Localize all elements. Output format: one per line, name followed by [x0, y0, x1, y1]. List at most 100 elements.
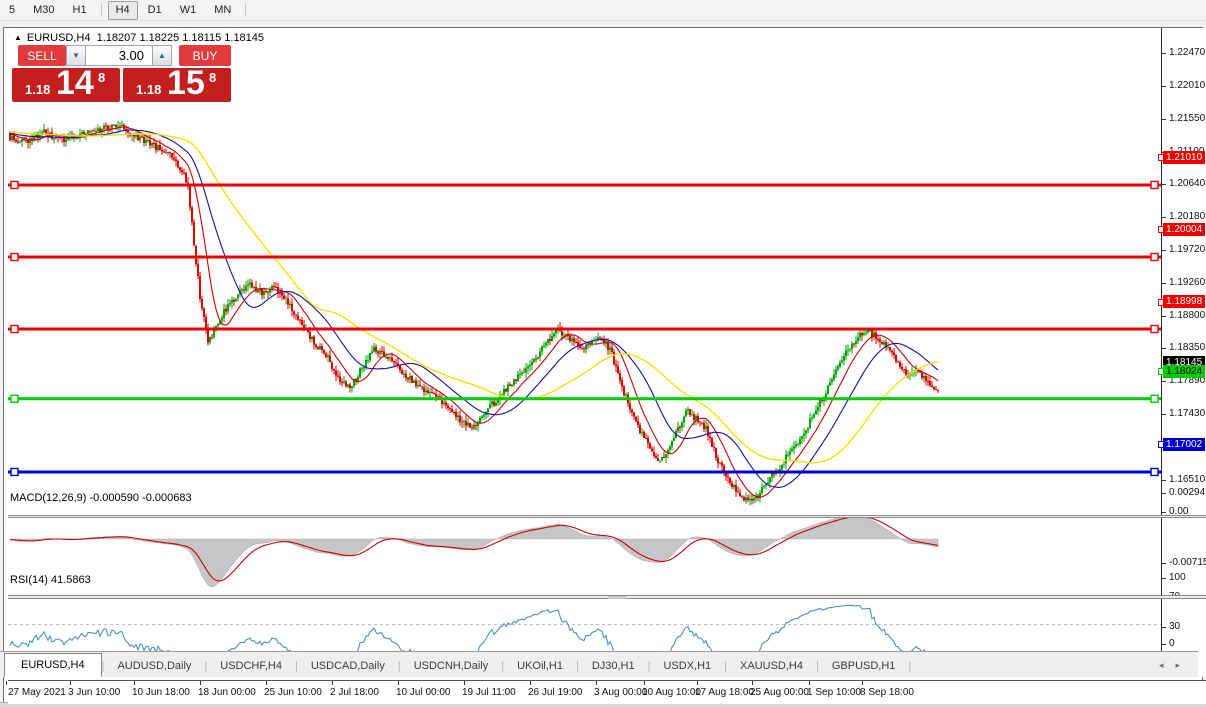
time-axis-label: 8 Sep 18:00	[860, 687, 914, 698]
sell-button[interactable]: SELL	[18, 45, 66, 66]
timeframe-button-mn[interactable]: MN	[214, 3, 232, 16]
time-axis-label: 10 Aug 10:00	[642, 687, 701, 698]
price-axis-tick-label: 1.21550	[1169, 113, 1206, 125]
time-axis-label: 18 Jun 00:00	[198, 687, 256, 698]
buy-price-pip-digit: 8	[209, 70, 217, 85]
rsi-axis-tick	[1162, 627, 1166, 628]
volume-increase-button[interactable]: ▲	[152, 45, 172, 66]
price-axis-tick	[1162, 119, 1166, 121]
volume-input[interactable]	[86, 45, 152, 66]
price-chart-canvas[interactable]	[8, 57, 1161, 515]
time-axis-label: 10 Jun 18:00	[132, 687, 190, 698]
time-axis-label: 26 Jul 19:00	[528, 687, 583, 698]
macd-axis-tick	[1162, 512, 1166, 513]
hline-price-label: 1.21010	[1163, 150, 1206, 164]
price-axis-tick	[1162, 283, 1166, 285]
timeframe-button-h1[interactable]: H1	[72, 3, 87, 16]
time-axis-label: 25 Jun 10:00	[264, 687, 322, 698]
price-axis-tick	[1162, 217, 1166, 219]
time-axis-tick	[6, 681, 7, 685]
tab-divider: |	[397, 660, 401, 672]
rsi-axis-label: 30	[1169, 621, 1181, 632]
time-axis-tick	[697, 681, 698, 685]
time-axis-label: 17 Aug 18:00	[695, 687, 754, 698]
timeframe-button-d1[interactable]: D1	[147, 3, 162, 16]
price-axis-tick	[1162, 86, 1166, 88]
timeframe-button-5[interactable]: 5	[9, 3, 16, 16]
time-axis-tick	[266, 681, 267, 685]
timeframe-toolbar: 5 M30 H1 H4 D1 W1 MN	[0, 0, 1206, 21]
tab-divider: |	[647, 660, 651, 672]
symbol-arrow-icon: ▲	[14, 33, 22, 42]
tab-scroll-right-icon[interactable]: ▸	[1175, 660, 1192, 670]
one-click-trade-panel: SELL ▼ ▲ BUY 1.18 14 8 1.18 15 8	[12, 45, 231, 102]
hline-price-label: 1.17002	[1163, 437, 1206, 451]
tab-dj30-h1[interactable]: DJ30,H1	[591, 660, 635, 672]
hline-price-label: 1.18024	[1163, 364, 1206, 378]
pane-splitter[interactable]	[8, 515, 1206, 518]
tab-usdx-h1[interactable]: USDX,H1	[663, 660, 712, 672]
tab-eurusd-h4[interactable]: EURUSD,H4	[4, 653, 102, 677]
tab-usdcad-daily[interactable]: USDCAD,Daily	[310, 660, 385, 672]
price-axis-tick-label: 1.18800	[1169, 310, 1206, 322]
time-axis-tick	[70, 681, 71, 685]
time-axis-tick	[398, 681, 399, 685]
macd-indicator-canvas[interactable]	[8, 518, 1161, 595]
time-axis[interactable]: 27 May 2021 3 Jun 10:00 10 Jun 18:00 18 Jun…	[6, 680, 1206, 704]
macd-axis-tick	[1162, 493, 1166, 494]
price-axis-tick	[1162, 381, 1166, 383]
tab-divider: |	[575, 660, 579, 672]
chart-title: ▲ EURUSD,H4 1.18207 1.18225 1.18115 1.181…	[14, 32, 264, 44]
time-axis-label: 1 Sep 10:00	[807, 687, 861, 698]
tab-usdcnh-daily[interactable]: USDCNH,Daily	[413, 660, 489, 672]
sell-price-button[interactable]: 1.18 14 8	[12, 68, 120, 102]
tab-divider: |	[501, 660, 505, 672]
price-axis-tick	[1162, 184, 1166, 186]
timeframe-button-w1[interactable]: W1	[179, 3, 197, 16]
tab-divider: |	[815, 660, 819, 672]
time-axis-tick	[862, 681, 863, 685]
macd-axis-label: -0.00715	[1169, 557, 1206, 568]
price-axis-tick	[1162, 480, 1166, 482]
tab-gbpusd-h1[interactable]: GBPUSD,H1	[831, 660, 896, 672]
tab-usdchf-h4[interactable]: USDCHF,H4	[220, 660, 282, 672]
price-axis-tick-label: 1.17430	[1169, 408, 1206, 420]
price-axis-tick	[1162, 414, 1166, 416]
time-axis-tick	[809, 681, 810, 685]
buy-button[interactable]: BUY	[179, 45, 231, 66]
timeframe-button-m30[interactable]: M30	[33, 3, 55, 16]
time-axis-tick	[464, 681, 465, 685]
toolbar-separator	[245, 3, 247, 17]
tab-scroll-arrows[interactable]: ◂▸	[1159, 660, 1192, 671]
time-axis-label: 27 May 2021	[8, 687, 66, 698]
hline-price-label: 1.18998	[1163, 295, 1206, 309]
tab-divider: |	[204, 660, 208, 672]
price-axis-tick	[1162, 348, 1166, 350]
price-axis-tick-label: 1.18350	[1169, 342, 1206, 354]
time-axis-tick	[596, 681, 597, 685]
rsi-axis-label: 0	[1169, 638, 1175, 649]
pane-splitter[interactable]	[8, 595, 1206, 599]
time-axis-label: 3 Aug 00:00	[594, 687, 648, 698]
price-axis-tick-label: 1.22010	[1169, 80, 1206, 92]
time-axis-tick	[332, 681, 333, 685]
price-axis[interactable]: 1.224701.220101.215501.211001.206401.201…	[1158, 28, 1206, 677]
chart-window: ▲ EURUSD,H4 1.18207 1.18225 1.18115 1.181…	[3, 27, 1206, 704]
sell-price-prefix: 1.18	[25, 82, 51, 97]
macd-axis-label: 0.00	[1169, 506, 1189, 517]
tab-ukoil-h1[interactable]: UKOil,H1	[517, 660, 563, 672]
tab-divider: |	[908, 660, 912, 672]
volume-decrease-button[interactable]: ▼	[66, 45, 86, 66]
tab-divider: |	[295, 660, 298, 672]
rsi-axis-label: 100	[1169, 572, 1186, 583]
price-axis-tick	[1162, 316, 1166, 318]
rsi-label: RSI(14) 41.5863	[10, 574, 91, 586]
sell-price-big-digits: 14	[56, 68, 94, 102]
tab-audusd-daily[interactable]: AUDUSD,Daily	[117, 660, 192, 672]
tab-xauusd-h4[interactable]: XAUUSD,H4	[740, 660, 803, 672]
buy-price-button[interactable]: 1.18 15 8	[123, 68, 231, 102]
tab-scroll-left-icon[interactable]: ◂	[1158, 660, 1176, 670]
time-axis-tick	[134, 681, 135, 685]
timeframe-button-h4[interactable]: H4	[107, 0, 138, 20]
